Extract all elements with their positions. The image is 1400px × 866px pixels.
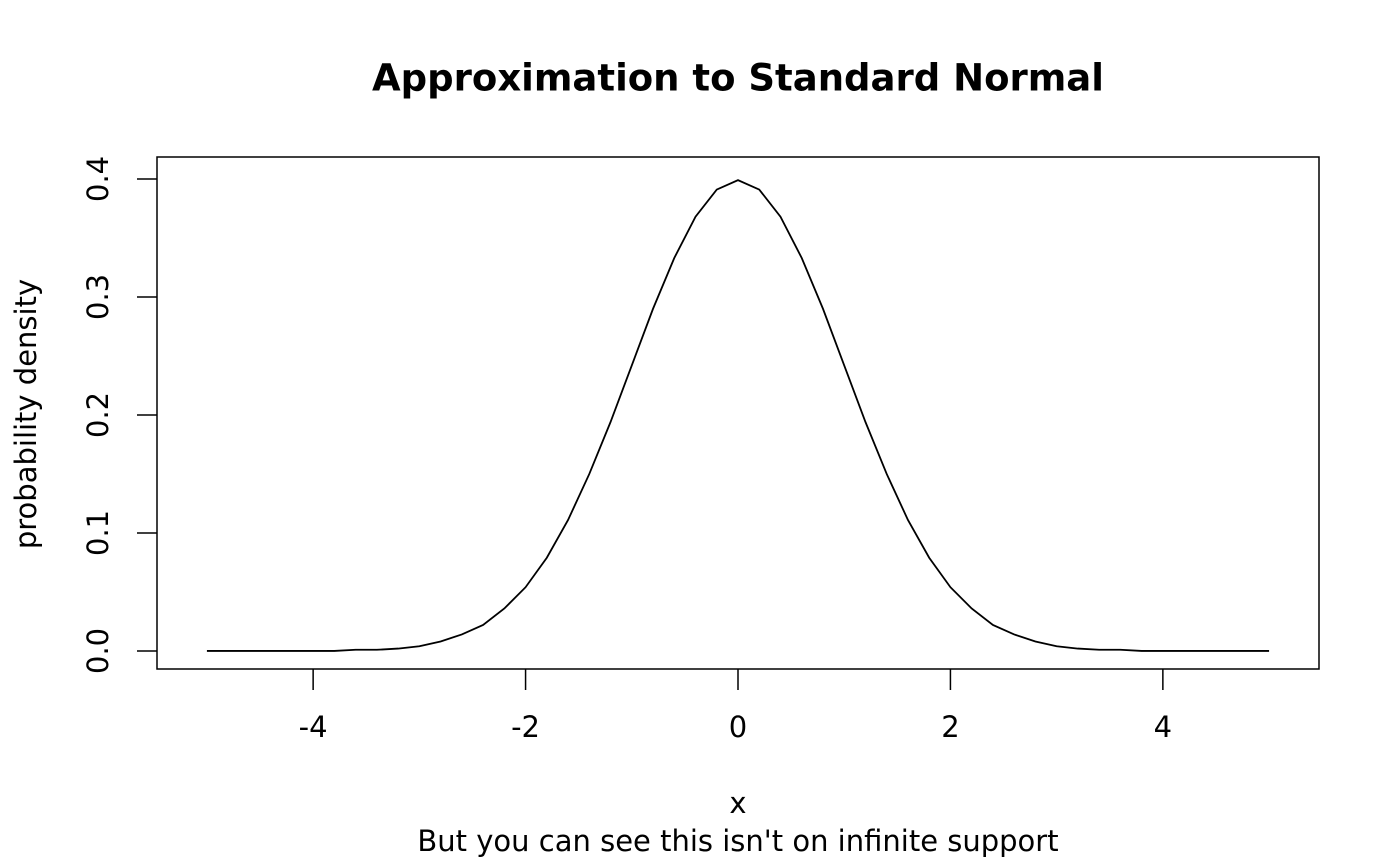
x-tick-label: 2 [941, 710, 959, 744]
x-tick-label: 0 [729, 710, 747, 744]
y-axis-label: probability density [9, 279, 43, 549]
y-tick-label: 0.4 [81, 156, 115, 202]
subtitle: But you can see this isn't on infinite s… [417, 824, 1058, 858]
x-axis-label: x [729, 786, 746, 820]
y-tick-label: 0.3 [81, 274, 115, 320]
y-tick-label: 0.0 [81, 628, 115, 674]
x-tick-label: -4 [299, 710, 328, 744]
density-line [206, 179, 1270, 652]
chart-title: Approximation to Standard Normal [372, 57, 1104, 100]
x-tick-label: 4 [1154, 710, 1172, 744]
y-tick-label: 0.1 [81, 510, 115, 556]
x-tick-label: -2 [511, 710, 540, 744]
plot-box [156, 156, 1320, 670]
y-tick-label: 0.2 [81, 392, 115, 438]
